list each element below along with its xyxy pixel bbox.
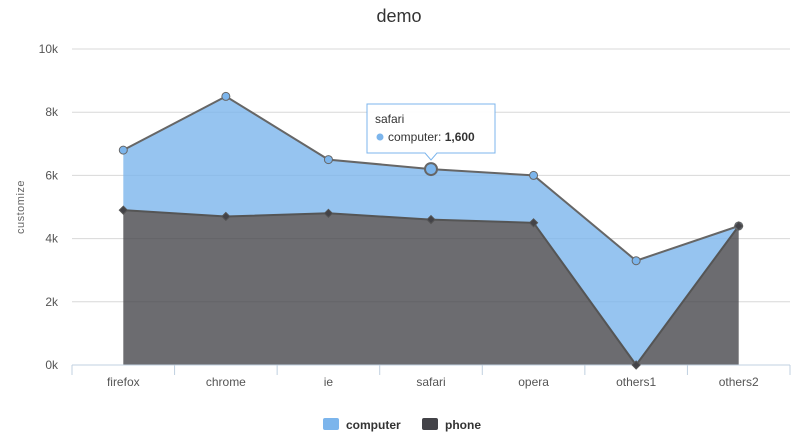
point-computer-chrome[interactable] <box>221 91 231 101</box>
area-computer <box>123 96 739 366</box>
x-axis: firefox chrome ie safari opera others1 others2 <box>71 364 791 389</box>
y-tick-label: 8k <box>45 105 59 119</box>
area-phone <box>123 210 739 365</box>
legend-swatch <box>323 418 339 430</box>
x-tick-label: safari <box>416 375 445 389</box>
x-tick-label: others1 <box>616 375 656 389</box>
x-tick-label: chrome <box>206 375 246 389</box>
point-phone-others2[interactable] <box>734 221 744 231</box>
x-tick-label: ie <box>324 375 334 389</box>
legend-item-computer[interactable]: computer <box>323 418 401 432</box>
hover-point <box>424 162 438 177</box>
point-phone-others1[interactable] <box>631 360 641 370</box>
chart-title: demo <box>376 6 421 26</box>
tooltip-series-dot <box>376 133 384 141</box>
legend-label: computer <box>346 418 401 432</box>
tooltip-title: safari <box>375 112 404 126</box>
y-tick-label: 2k <box>45 295 59 309</box>
legend[interactable]: computer phone <box>323 418 481 432</box>
y-tick-label: 4k <box>45 232 59 246</box>
y-axis-title: customize <box>15 180 27 234</box>
point-phone-opera[interactable] <box>528 218 539 228</box>
point-computer-firefox[interactable] <box>118 145 128 155</box>
point-computer-others1[interactable] <box>631 256 641 266</box>
y-axis-labels: 0k 2k 4k 6k 8k 10k <box>39 42 59 372</box>
x-tick-label: others2 <box>719 375 759 389</box>
point-phone-safari[interactable] <box>426 214 436 225</box>
legend-label: phone <box>445 418 481 432</box>
point-computer-opera[interactable] <box>529 170 539 180</box>
tooltip: safari computer: 1,600 <box>366 103 496 177</box>
point-phone-firefox[interactable] <box>118 205 128 215</box>
point-phone-ie[interactable] <box>323 208 334 219</box>
y-tick-label: 6k <box>45 168 59 182</box>
point-phone-chrome[interactable] <box>221 211 231 222</box>
tooltip-box <box>366 103 496 161</box>
y-tick-label: 0k <box>45 358 59 372</box>
x-tick-label: opera <box>518 375 549 389</box>
y-tick-label: 10k <box>39 42 59 56</box>
legend-item-phone[interactable]: phone <box>422 418 481 432</box>
point-computer-ie[interactable] <box>323 155 333 165</box>
tooltip-text: computer: 1,600 <box>388 130 475 144</box>
x-tick-label: firefox <box>107 375 140 389</box>
legend-swatch <box>422 418 438 430</box>
